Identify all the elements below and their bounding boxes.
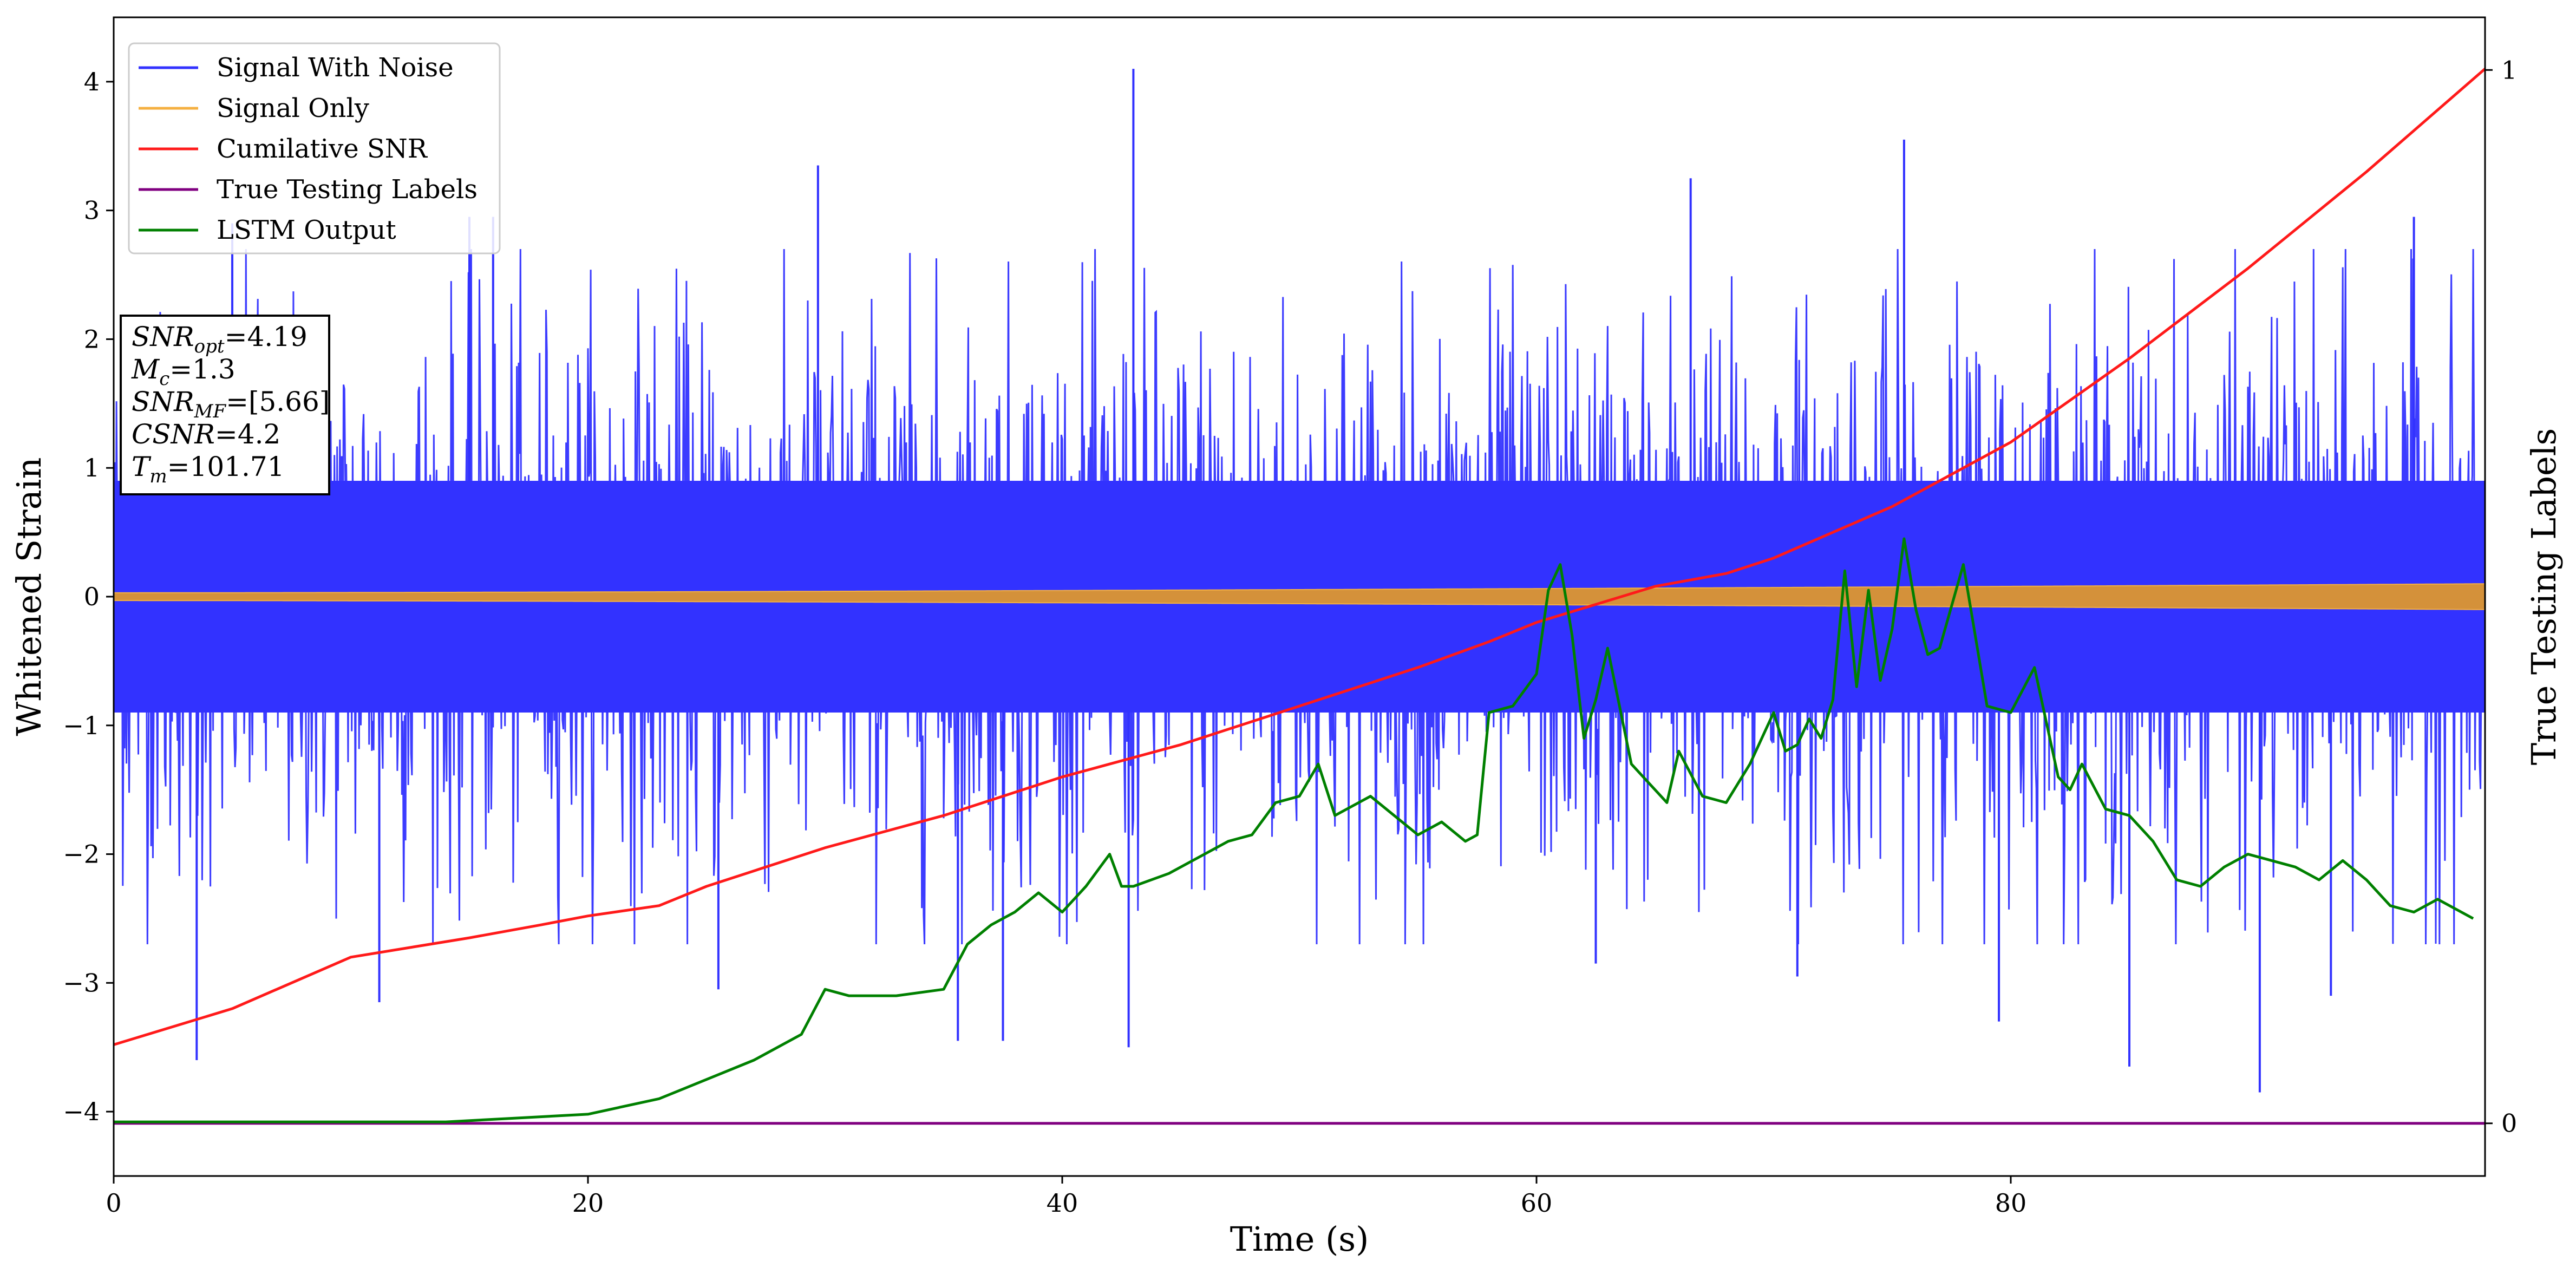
series-lstm-output <box>114 537 2474 1123</box>
series-signal-only <box>114 583 2485 610</box>
x-axis-title: Time (s) <box>1230 1219 1369 1259</box>
y-tick-label-left: 1 <box>84 453 100 482</box>
legend-label: Signal Only <box>217 93 369 123</box>
legend-label: Signal With Noise <box>217 53 454 83</box>
info-line: CSNR=4.2 <box>132 419 280 450</box>
y-axis-title-right: True Testing Labels <box>2524 428 2564 766</box>
y-tick-label-right: 0 <box>2501 1109 2517 1138</box>
info-line: SNRMF=[5.66] <box>132 386 330 422</box>
y-tick-label-right: 1 <box>2501 55 2517 84</box>
x-tick-label: 60 <box>1521 1188 1553 1218</box>
info-box-frame <box>120 315 330 495</box>
info-line: SNRopt=4.19 <box>132 321 308 357</box>
y-tick-label-left: −4 <box>63 1097 100 1126</box>
x-tick-label: 80 <box>1995 1188 2027 1218</box>
legend-label: True Testing Labels <box>217 174 478 205</box>
y-tick-label-left: 0 <box>84 582 100 611</box>
x-tick-label: 40 <box>1047 1188 1078 1218</box>
y-tick-label-left: 2 <box>84 324 100 354</box>
info-box: SNRopt=4.19Mc=1.3SNRMF=[5.66]CSNR=4.2Tm=… <box>120 315 330 495</box>
info-line: Tm=101.71 <box>132 451 284 487</box>
legend: Signal With Noise Signal Only Cumilative S… <box>128 42 501 254</box>
y-tick-label-left: −3 <box>63 968 100 997</box>
y-tick-label-left: 4 <box>84 67 100 96</box>
plot-area <box>114 68 2485 1125</box>
y-tick-label-left: −1 <box>63 711 100 740</box>
info-line: Mc=1.3 <box>131 354 236 390</box>
legend-label: LSTM Output <box>217 215 396 245</box>
x-tick-label: 20 <box>572 1188 604 1218</box>
y-axis-title-left: Whitened Strain <box>9 458 49 736</box>
x-tick-label: 0 <box>106 1188 121 1218</box>
legend-box <box>128 42 501 254</box>
legend-label: Cumilative SNR <box>217 134 428 164</box>
y-tick-label-left: −2 <box>63 840 100 869</box>
y-tick-label-left: 3 <box>84 196 100 225</box>
series-cumilative-snr <box>114 68 2485 1046</box>
